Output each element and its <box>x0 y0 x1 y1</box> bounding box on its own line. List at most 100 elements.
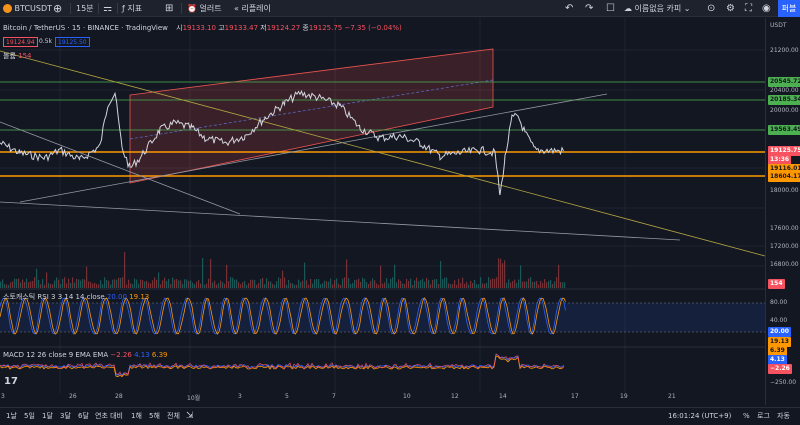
auto-scale-button[interactable]: 자동 <box>777 412 790 420</box>
sell-price-button[interactable]: 19124.94 <box>3 37 38 47</box>
volume-bar <box>26 278 28 288</box>
range-6m-button[interactable]: 6달 <box>78 412 89 420</box>
volume-bar <box>126 284 128 288</box>
volume-bar <box>518 279 520 288</box>
volume-bar <box>148 282 150 288</box>
volume-bar <box>46 272 48 288</box>
volume-bar <box>460 282 462 288</box>
volume-bar <box>136 279 138 288</box>
volume-bar <box>198 280 200 288</box>
trendline-gray-up[interactable] <box>19 93 608 203</box>
goto-date-icon[interactable]: ⇲ <box>186 411 194 421</box>
volume-bar <box>194 284 196 288</box>
volume-bar <box>424 281 426 288</box>
volume-bar <box>320 284 322 288</box>
volume-bar <box>350 283 352 288</box>
volume-bar <box>402 283 404 288</box>
camera-icon[interactable]: ◉ <box>762 3 771 14</box>
chevron-down-icon: ⌄ <box>683 4 691 13</box>
alerts-button[interactable]: ⏰ 얼러트 <box>187 0 222 17</box>
range-ytd-button[interactable]: 연초 대비 <box>95 412 123 420</box>
range-3m-button[interactable]: 3달 <box>60 412 71 420</box>
volume-bar <box>258 282 260 288</box>
range-1y-button[interactable]: 1해 <box>131 412 142 420</box>
macd-signal-line <box>0 355 565 378</box>
volume-bar <box>486 282 488 288</box>
volume-bar <box>450 284 452 288</box>
log-scale-button[interactable]: 로그 <box>757 412 770 420</box>
trendline-gray-flat[interactable] <box>0 201 681 241</box>
volume-bar <box>264 284 266 288</box>
volume-bar <box>42 279 44 288</box>
clock-timezone-button[interactable]: 16:01:24 (UTC+9) <box>668 412 732 420</box>
publish-button[interactable]: 퍼블 <box>778 0 800 17</box>
volume-bar <box>528 278 530 288</box>
stoch-k-value: 20.00 <box>106 293 127 301</box>
search-icon[interactable]: ⊙ <box>707 3 716 14</box>
volume-bar <box>156 279 158 288</box>
volume-bar <box>384 282 386 288</box>
volume-bar <box>418 281 420 288</box>
volume-bar <box>62 278 64 288</box>
volume-bar <box>60 283 62 288</box>
redo-icon[interactable]: ↷ <box>585 3 594 14</box>
undo-icon[interactable]: ↶ <box>565 3 574 14</box>
bottom-toolbar: 1날 5일 1달 3달 6달 연초 대비 1해 5해 전체 ⇲ 16:01:24… <box>0 407 800 424</box>
candle-type-icon[interactable]: ⚎ <box>103 3 112 14</box>
trendline-gray-down[interactable] <box>0 121 241 215</box>
templates-icon[interactable]: ⊞ <box>165 3 174 14</box>
indicators-button[interactable]: ƒ 지표 <box>122 0 142 17</box>
volume-bar <box>540 280 542 288</box>
volume-bar <box>86 266 88 288</box>
volume-bar <box>208 278 210 288</box>
stoch-k-scale-label: 20.00 <box>768 327 791 337</box>
volume-bar <box>330 278 332 288</box>
volume-bar <box>52 284 54 288</box>
volume-bar <box>426 277 428 288</box>
replay-icon: « <box>234 4 239 13</box>
replay-label: 리플레이 <box>241 4 271 13</box>
price-chart-canvas[interactable] <box>0 18 765 405</box>
percent-scale-button[interactable]: % <box>743 412 750 420</box>
fullscreen-icon[interactable]: ⛶ <box>745 3 752 14</box>
volume-bar <box>68 278 70 288</box>
range-1m-button[interactable]: 1달 <box>42 412 53 420</box>
volume-bar <box>244 280 246 288</box>
symbol-search-button[interactable]: BTCUSDT <box>3 0 52 17</box>
interval-button[interactable]: 15분 <box>76 4 94 13</box>
volume-bar <box>260 279 262 288</box>
volume-bar <box>104 277 106 288</box>
volume-bar <box>286 284 288 288</box>
macd-signal-value: 6.39 <box>151 351 168 359</box>
volume-bar <box>522 281 524 288</box>
pair-name: Bitcoin / TetherUS <box>3 24 66 32</box>
settings-gear-icon[interactable]: ⚙ <box>726 3 735 14</box>
volume-bar <box>100 280 102 288</box>
volume-bar <box>40 284 42 288</box>
volume-bar <box>368 283 370 288</box>
volume-bar <box>236 279 238 288</box>
add-symbol-icon[interactable]: ⊕ <box>53 2 63 15</box>
layout-square-icon[interactable]: ☐ <box>606 3 615 14</box>
volume-bar <box>514 279 516 288</box>
replay-button[interactable]: « 리플레이 <box>234 0 271 17</box>
trendline-yellow[interactable] <box>0 50 765 257</box>
range-1d-button[interactable]: 1날 <box>6 412 17 420</box>
volume-bar <box>56 277 58 288</box>
volume-bar <box>108 280 110 288</box>
price-tick: 20000.00 <box>770 107 799 114</box>
parallel-channel-drawing[interactable] <box>129 48 494 184</box>
volume-bar <box>322 283 324 288</box>
macd-tick: −250.00 <box>770 379 797 386</box>
volume-bar <box>462 277 464 288</box>
range-5d-button[interactable]: 5일 <box>24 412 35 420</box>
range-5y-button[interactable]: 5해 <box>149 412 160 420</box>
volume-bar <box>452 284 454 288</box>
volume-bar <box>234 279 236 288</box>
volume-bar <box>224 283 226 288</box>
layout-name-button[interactable]: ☁ 이름없음 카피 ⌄ <box>624 0 691 17</box>
indicators-label: 지표 <box>127 4 143 13</box>
range-all-button[interactable]: 전체 <box>167 412 180 420</box>
buy-price-button[interactable]: 19125.50 <box>55 37 90 47</box>
volume-bar <box>212 282 214 288</box>
